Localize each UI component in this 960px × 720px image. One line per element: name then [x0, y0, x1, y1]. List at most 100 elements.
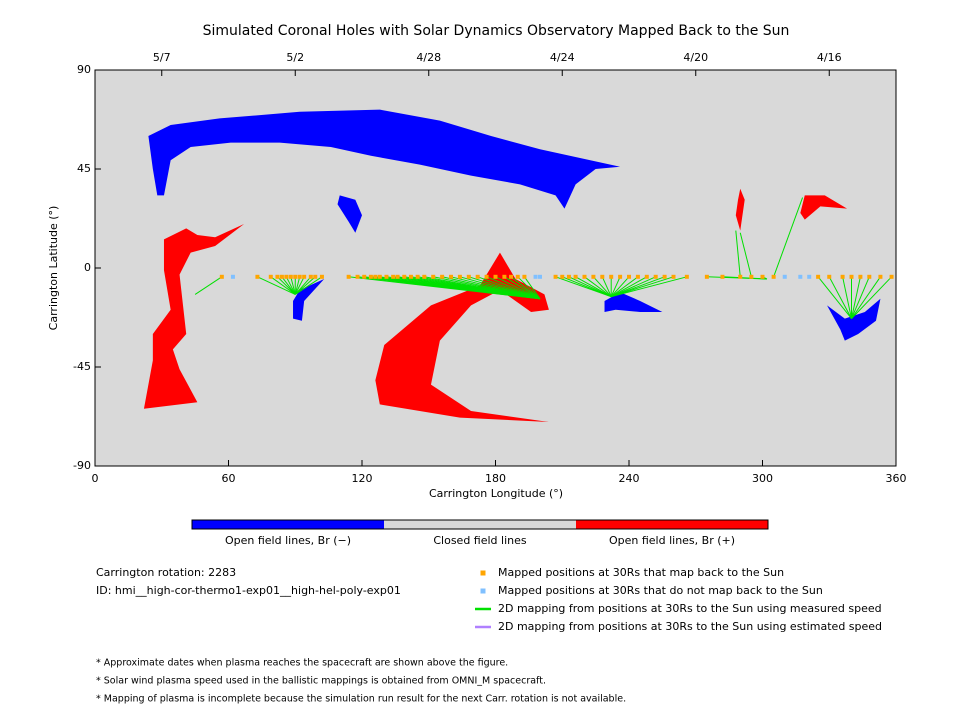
- mapping-line: [584, 276, 612, 298]
- x-tick-label: 180: [485, 472, 506, 485]
- mapped-point: [362, 274, 367, 279]
- mapped-point: [653, 274, 658, 279]
- mapped-point: [591, 274, 596, 279]
- mapping-line: [610, 276, 630, 297]
- coronal-hole: [143, 224, 245, 409]
- top-tick-label: 4/16: [817, 51, 842, 64]
- mapped-point: [560, 274, 565, 279]
- mapping-line: [568, 276, 612, 298]
- mapped-point: [704, 274, 709, 279]
- legend-marker: [480, 588, 486, 594]
- mapped-point: [573, 274, 578, 279]
- coronal-hole: [604, 292, 663, 312]
- mapping-line: [842, 276, 852, 319]
- coronal-hole: [827, 298, 881, 341]
- mapped-point: [293, 274, 298, 279]
- mapped-point: [720, 274, 725, 279]
- mapped-point: [377, 274, 382, 279]
- mapped-point: [255, 274, 260, 279]
- y-tick-label: 0: [84, 261, 91, 274]
- mapped-point: [493, 274, 498, 279]
- mapped-point: [288, 274, 293, 279]
- mapping-line: [517, 276, 541, 300]
- mapping-line: [610, 276, 621, 297]
- mapping-line: [285, 276, 296, 295]
- x-axis-label: Carrington Longitude (°): [429, 487, 563, 500]
- mapped-point: [449, 274, 453, 279]
- y-axis-label: Carrington Latitude (°): [47, 206, 60, 331]
- legend-label: Mapped positions at 30Rs that do not map…: [498, 584, 823, 597]
- mapping-line: [851, 276, 870, 319]
- mapped-point: [457, 274, 462, 279]
- mapping-line: [294, 276, 316, 295]
- mapping-line: [610, 276, 648, 298]
- colorbar-label: Open field lines, Br (−): [225, 534, 351, 547]
- mapping-line: [575, 276, 612, 298]
- mapped-point: [368, 274, 373, 279]
- mapped-point: [738, 274, 743, 279]
- mapping-line: [270, 276, 296, 295]
- colorbar-segment: [192, 520, 384, 529]
- mapping-line: [722, 276, 767, 280]
- top-tick-label: 5/7: [153, 51, 171, 64]
- footnote: * Mapping of plasma is incomplete becaus…: [96, 694, 626, 705]
- mapped-point: [849, 274, 854, 279]
- mapped-point: [302, 274, 307, 279]
- top-tick-label: 4/20: [683, 51, 708, 64]
- y-tick-label: 90: [77, 63, 91, 76]
- mapped-point: [671, 274, 676, 279]
- mapped-point: [408, 274, 413, 279]
- top-tick-label: 5/2: [286, 51, 304, 64]
- mapping-line: [601, 276, 612, 297]
- mapped-point: [284, 274, 289, 279]
- mapping-line: [611, 276, 687, 298]
- mapped-point: [600, 274, 605, 279]
- mapping-line: [851, 276, 881, 319]
- mapped-point: [509, 274, 514, 279]
- mapping-line: [524, 276, 541, 300]
- top-tick-label: 4/28: [416, 51, 441, 64]
- colorbar-segment: [384, 520, 576, 529]
- mapped-point: [502, 274, 507, 279]
- legend-label: 2D mapping from positions at 30Rs to the…: [498, 620, 882, 633]
- y-tick-label: 45: [77, 162, 91, 175]
- x-tick-label: 0: [92, 472, 99, 485]
- mapping-line: [611, 276, 674, 298]
- legend-label: Mapped positions at 30Rs that map back t…: [498, 566, 784, 579]
- mapping-line: [486, 276, 541, 300]
- mapping-line: [828, 276, 852, 319]
- mapped-point: [440, 274, 445, 279]
- chart-title: Simulated Coronal Holes with Solar Dynam…: [203, 23, 790, 39]
- unmapped-point: [782, 274, 787, 279]
- coronal-hole: [293, 279, 325, 321]
- colorbar-frame: [191, 519, 769, 530]
- mapped-point: [395, 274, 400, 279]
- footnote: * Solar wind plasma speed used in the ba…: [96, 676, 546, 687]
- mapping-line: [593, 276, 612, 297]
- coronal-hole: [800, 195, 848, 220]
- mapped-point: [644, 274, 649, 279]
- coronal-hole: [375, 252, 549, 422]
- mapping-line: [817, 276, 852, 319]
- mapped-point: [308, 274, 313, 279]
- mapping-line: [510, 276, 541, 300]
- unmapped-point: [538, 274, 542, 279]
- mapped-point: [415, 274, 420, 279]
- mapping-line: [290, 276, 296, 295]
- mapped-point: [422, 274, 427, 279]
- x-tick-label: 240: [619, 472, 640, 485]
- mapped-point: [582, 274, 587, 279]
- mapping-line: [281, 276, 296, 295]
- mapped-point: [627, 274, 631, 279]
- mapped-point: [431, 274, 436, 279]
- unmapped-point: [230, 274, 235, 279]
- mapped-point: [771, 274, 776, 279]
- mapped-point: [384, 274, 389, 279]
- mapped-point: [609, 274, 614, 279]
- colorbar-label: Open field lines, Br (+): [609, 534, 735, 547]
- mapped-point: [878, 274, 883, 279]
- mapped-point: [279, 274, 284, 279]
- top-tick-label: 4/24: [550, 51, 575, 64]
- mapping-line: [504, 276, 541, 300]
- mapped-point: [662, 274, 667, 279]
